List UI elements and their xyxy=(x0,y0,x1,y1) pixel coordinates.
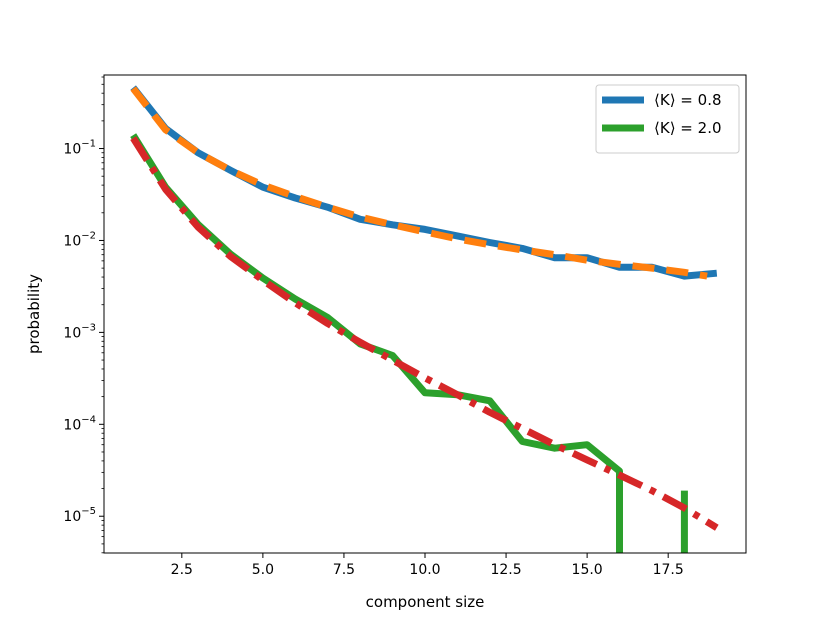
x-tick-label: 7.5 xyxy=(333,562,355,578)
y-axis-ticks: 10−1 10−2 10−3 10−4 10−5 xyxy=(63,76,104,554)
x-tick-label: 5.0 xyxy=(252,562,274,578)
legend-label: ⟨K⟩ = 2.0 xyxy=(654,119,722,137)
x-tick-label: 2.5 xyxy=(171,562,193,578)
y-tick-label: 10−2 xyxy=(63,230,96,249)
series-line-2 xyxy=(130,86,708,280)
legend: ⟨K⟩ = 0.8 ⟨K⟩ = 2.0 xyxy=(595,84,740,154)
legend-label: ⟨K⟩ = 0.8 xyxy=(654,91,722,109)
x-axis-ticks: 2.5 5.0 7.5 10.0 12.5 15.0 17.5 xyxy=(171,553,684,578)
y-axis-label: probability xyxy=(25,274,43,354)
y-tick-label: 10−5 xyxy=(63,506,96,525)
x-axis-label: component size xyxy=(366,593,485,611)
x-tick-label: 15.0 xyxy=(572,562,603,578)
series-line-4 xyxy=(130,136,719,531)
x-tick-label: 17.5 xyxy=(653,562,684,578)
y-tick-label: 10−1 xyxy=(63,139,96,158)
x-tick-label: 12.5 xyxy=(490,562,521,578)
y-tick-label: 10−4 xyxy=(63,414,96,433)
y-tick-label: 10−3 xyxy=(63,322,96,341)
x-tick-label: 10.0 xyxy=(409,562,440,578)
series-layer xyxy=(130,85,719,553)
